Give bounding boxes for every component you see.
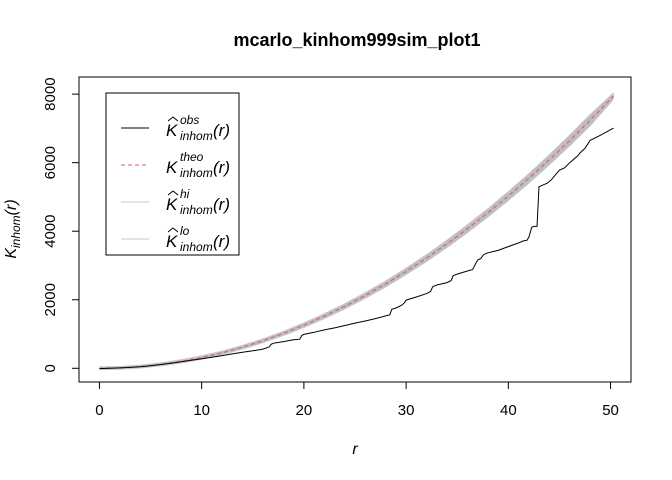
y-tick-label: 2000 [42,283,59,316]
series-line-obs [99,127,614,370]
y-tick-label: 4000 [42,215,59,248]
legend-label-sup: theo [180,150,204,164]
y-tick-label: 8000 [42,77,59,110]
hat-accent [167,190,179,196]
legend-entry-hi: Khi inhom (r) [166,187,230,217]
legend-label-sub: inhom [180,240,213,254]
series-layer [99,92,614,371]
series-line-lo [99,98,614,371]
hat-accent [167,227,179,233]
x-tick-label: 20 [296,402,313,419]
y-axis-label: Kinhom(r) [3,199,23,258]
legend-label-sup: obs [180,113,199,127]
svg-text:Kinhom(r): Kinhom(r) [3,199,23,258]
legend-label-arg: (r) [213,121,230,140]
hat-accent [167,116,179,122]
legend-label-base: K [166,158,178,177]
series-line-hi [99,92,614,368]
legend-label-base: K [166,232,178,251]
legend-label-arg: (r) [213,158,230,177]
y-axis-label-arg: (r) [3,199,20,215]
legend-label-arg: (r) [213,195,230,214]
legend-label-sub: inhom [180,166,213,180]
legend-label-sub: inhom [180,129,213,143]
x-axis-label: r [352,441,358,458]
x-tick-label: 40 [500,402,517,419]
x-tick-label: 50 [602,402,619,419]
legend-label-arg: (r) [213,232,230,251]
chart-title: mcarlo_kinhom999sim_plot1 [233,30,480,50]
legend-label-sub: inhom [180,203,213,217]
y-tick-label: 0 [42,364,59,372]
x-tick-label: 0 [95,402,103,419]
legend-entry-lo: Klo inhom (r) [166,224,230,254]
y-axis-label-sub: inhom [9,215,23,248]
x-tick-label: 30 [398,402,415,419]
x-axis: 0 10 20 30 40 50 [95,381,619,419]
y-axis: 0 2000 4000 6000 8000 [42,77,80,372]
legend-label-base: K [166,195,178,214]
legend-label-sup: hi [180,187,190,201]
x-tick-label: 10 [193,402,210,419]
legend-label-sup: lo [180,224,190,238]
y-axis-label-base: K [3,247,20,259]
y-tick-label: 6000 [42,146,59,179]
series-line-theo [99,95,614,369]
legend-label-base: K [166,121,178,140]
